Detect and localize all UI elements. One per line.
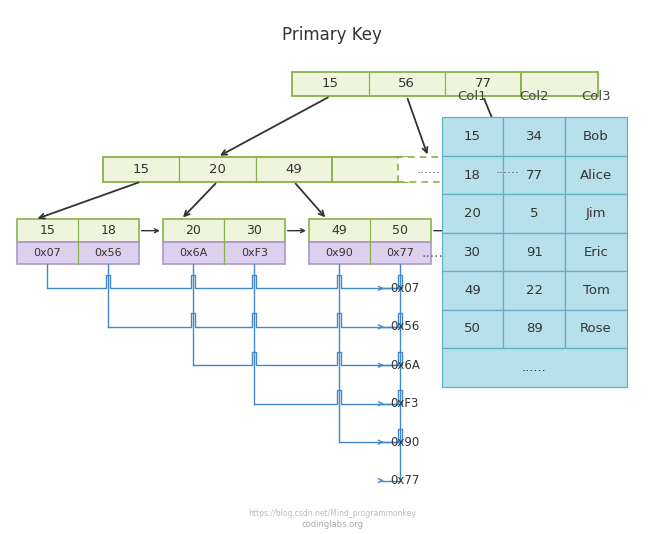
Bar [565, 156, 627, 194]
Text: 77: 77 [475, 77, 491, 90]
Text: 56: 56 [398, 77, 415, 90]
Text: 0x6A: 0x6A [179, 248, 207, 258]
Bar [442, 310, 503, 348]
Text: 0x07: 0x07 [390, 282, 419, 295]
Bar [503, 233, 565, 271]
Text: Col2: Col2 [519, 90, 549, 103]
Bar [565, 271, 627, 310]
Text: 34: 34 [526, 130, 542, 143]
Bar [442, 156, 503, 194]
Text: Tom: Tom [582, 284, 610, 297]
Text: Jim: Jim [586, 207, 606, 220]
Bar [442, 117, 503, 156]
Text: 50: 50 [464, 323, 481, 335]
Text: 15: 15 [39, 224, 55, 237]
Text: 49: 49 [331, 224, 347, 237]
Text: 0x56: 0x56 [390, 320, 419, 333]
Bar [478, 157, 538, 182]
Text: 0x90: 0x90 [325, 248, 353, 258]
Bar [503, 271, 565, 310]
Bar [442, 194, 503, 233]
Bar [309, 242, 431, 264]
Text: 0x6A: 0x6A [390, 359, 420, 372]
Bar [521, 72, 598, 96]
Bar [17, 242, 139, 264]
Text: 20: 20 [185, 224, 201, 237]
Text: Col3: Col3 [581, 90, 611, 103]
Text: 18: 18 [464, 169, 481, 182]
Text: Eric: Eric [584, 246, 608, 258]
Bar [503, 310, 565, 348]
Bar [503, 117, 565, 156]
Bar [503, 194, 565, 233]
Text: Bob: Bob [583, 130, 609, 143]
Text: 30: 30 [246, 224, 262, 237]
Text: 0x56: 0x56 [94, 248, 122, 258]
Bar [309, 219, 431, 242]
Text: https://blog.csdn.net/Mind_programmonkey: https://blog.csdn.net/Mind_programmonkey [248, 509, 416, 518]
Text: 20: 20 [209, 163, 226, 176]
Text: 30: 30 [464, 246, 481, 258]
Text: Rose: Rose [580, 323, 612, 335]
Text: Alice: Alice [580, 169, 612, 182]
Text: 20: 20 [464, 207, 481, 220]
Text: 49: 49 [286, 163, 302, 176]
Text: ......: ...... [422, 246, 448, 260]
Bar [332, 157, 408, 182]
Bar [565, 117, 627, 156]
Text: 77: 77 [526, 169, 542, 182]
Text: 15: 15 [322, 77, 339, 90]
Text: 91: 91 [526, 246, 542, 258]
Bar [163, 242, 285, 264]
Text: ......: ...... [496, 163, 520, 176]
Text: codinglabs.org: codinglabs.org [301, 520, 363, 529]
Bar [442, 348, 627, 387]
Text: ......: ...... [522, 361, 546, 374]
Text: 0x07: 0x07 [33, 248, 61, 258]
Bar [292, 72, 521, 96]
Bar [565, 194, 627, 233]
Text: ......: ...... [416, 163, 440, 176]
Text: 0x77: 0x77 [390, 474, 419, 487]
Text: 0xF3: 0xF3 [241, 248, 268, 258]
Text: 0x90: 0x90 [390, 436, 419, 449]
Bar [565, 233, 627, 271]
Text: 49: 49 [464, 284, 481, 297]
Text: 15: 15 [464, 130, 481, 143]
Bar [442, 233, 503, 271]
Text: 0xF3: 0xF3 [390, 397, 418, 410]
Bar [503, 156, 565, 194]
Text: 18: 18 [100, 224, 116, 237]
Text: 89: 89 [526, 323, 542, 335]
Text: 15: 15 [133, 163, 149, 176]
Text: 50: 50 [392, 224, 408, 237]
Text: 5: 5 [530, 207, 539, 220]
Bar [103, 157, 332, 182]
Text: Col1: Col1 [457, 90, 487, 103]
Bar [17, 219, 139, 242]
Bar [565, 310, 627, 348]
Text: 0x77: 0x77 [386, 248, 414, 258]
Text: 22: 22 [526, 284, 542, 297]
Bar [163, 219, 285, 242]
Bar [442, 271, 503, 310]
Bar [398, 157, 458, 182]
Text: Primary Key: Primary Key [282, 26, 382, 44]
